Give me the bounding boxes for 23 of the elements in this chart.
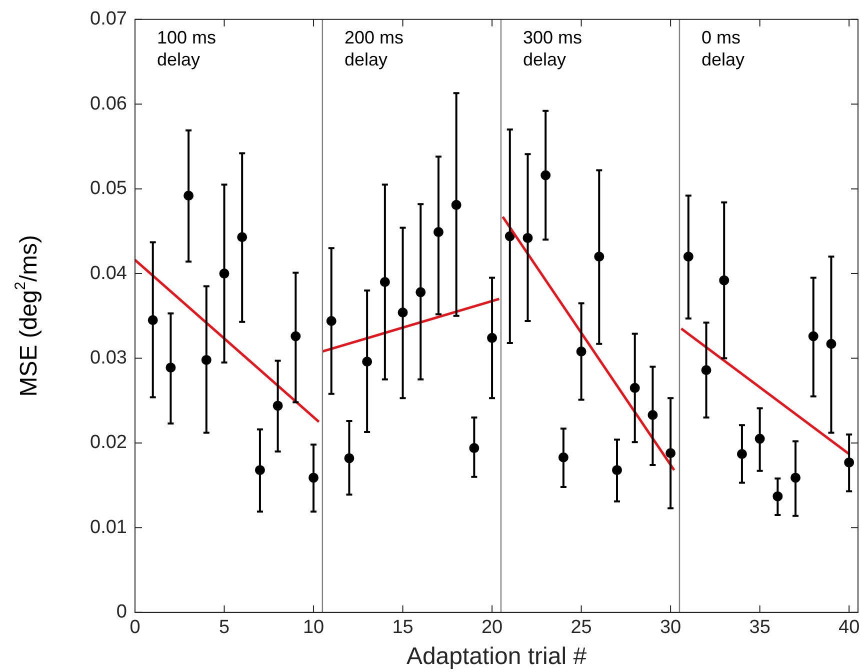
- annotation: 300 ms delay: [522, 27, 582, 70]
- y-tick-label: 0: [116, 602, 127, 623]
- x-tick-label: 40: [838, 617, 860, 638]
- annotation: 200 ms delay: [344, 27, 404, 70]
- y-tick-label: 0.05: [90, 178, 127, 200]
- x-axis-title: Adaptation trial #: [406, 643, 588, 670]
- y-tick-label: 0.04: [90, 262, 128, 284]
- x-tick-label: 10: [302, 617, 324, 638]
- x-tick-label: 15: [392, 617, 414, 638]
- y-tick-label: 0.03: [90, 347, 127, 368]
- annotation: 0 ms delay: [701, 27, 745, 70]
- x-tick-label: 30: [660, 617, 682, 638]
- annotation: 100 ms delay: [157, 27, 216, 70]
- y-tick-label: 0.06: [90, 93, 127, 114]
- x-tick-label: 25: [570, 617, 592, 638]
- x-tick-label: 20: [481, 617, 503, 638]
- x-tick-label: 0: [130, 617, 140, 638]
- y-axis-title: MSE (deg2/ms): [12, 235, 43, 397]
- y-tick-label: 0.01: [90, 516, 127, 538]
- x-tick-label: 5: [218, 617, 230, 638]
- y-tick-label: 0.02: [90, 432, 127, 454]
- y-tick-label: 0.07: [90, 8, 127, 30]
- x-tick-label: 35: [749, 617, 770, 638]
